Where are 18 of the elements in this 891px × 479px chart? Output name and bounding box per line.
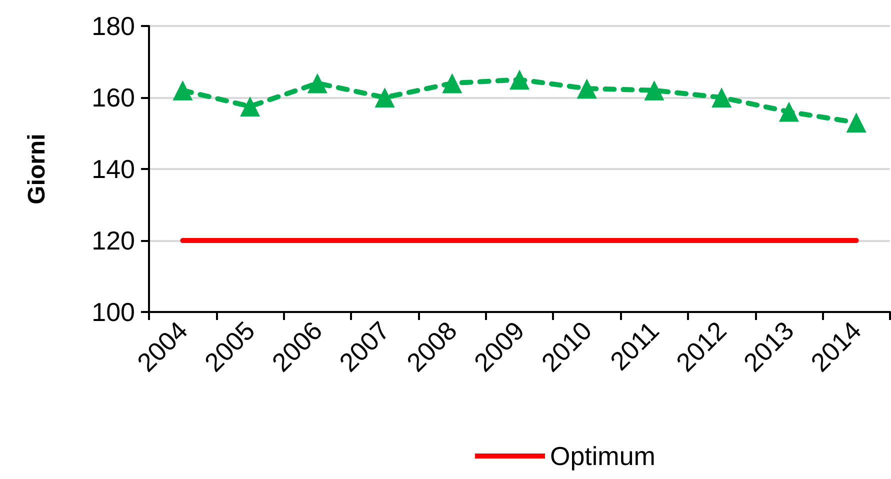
- point: [172, 80, 193, 100]
- point: [442, 73, 462, 94]
- y-tick-label: 180: [92, 11, 135, 41]
- y-tick-label: 120: [92, 226, 135, 256]
- y-axis-title: Giorni: [24, 134, 50, 204]
- point: [712, 88, 732, 108]
- y-tick-label: 140: [92, 154, 135, 184]
- point: [778, 102, 799, 122]
- legend-label: Optimum: [550, 441, 656, 471]
- y-tick-label: 160: [92, 82, 135, 112]
- point: [846, 112, 866, 133]
- point: [307, 73, 328, 94]
- point: [374, 88, 395, 108]
- point: [576, 78, 597, 99]
- point: [510, 70, 530, 90]
- point: [240, 96, 260, 116]
- point: [644, 80, 664, 100]
- y-tick-label: 100: [92, 297, 135, 327]
